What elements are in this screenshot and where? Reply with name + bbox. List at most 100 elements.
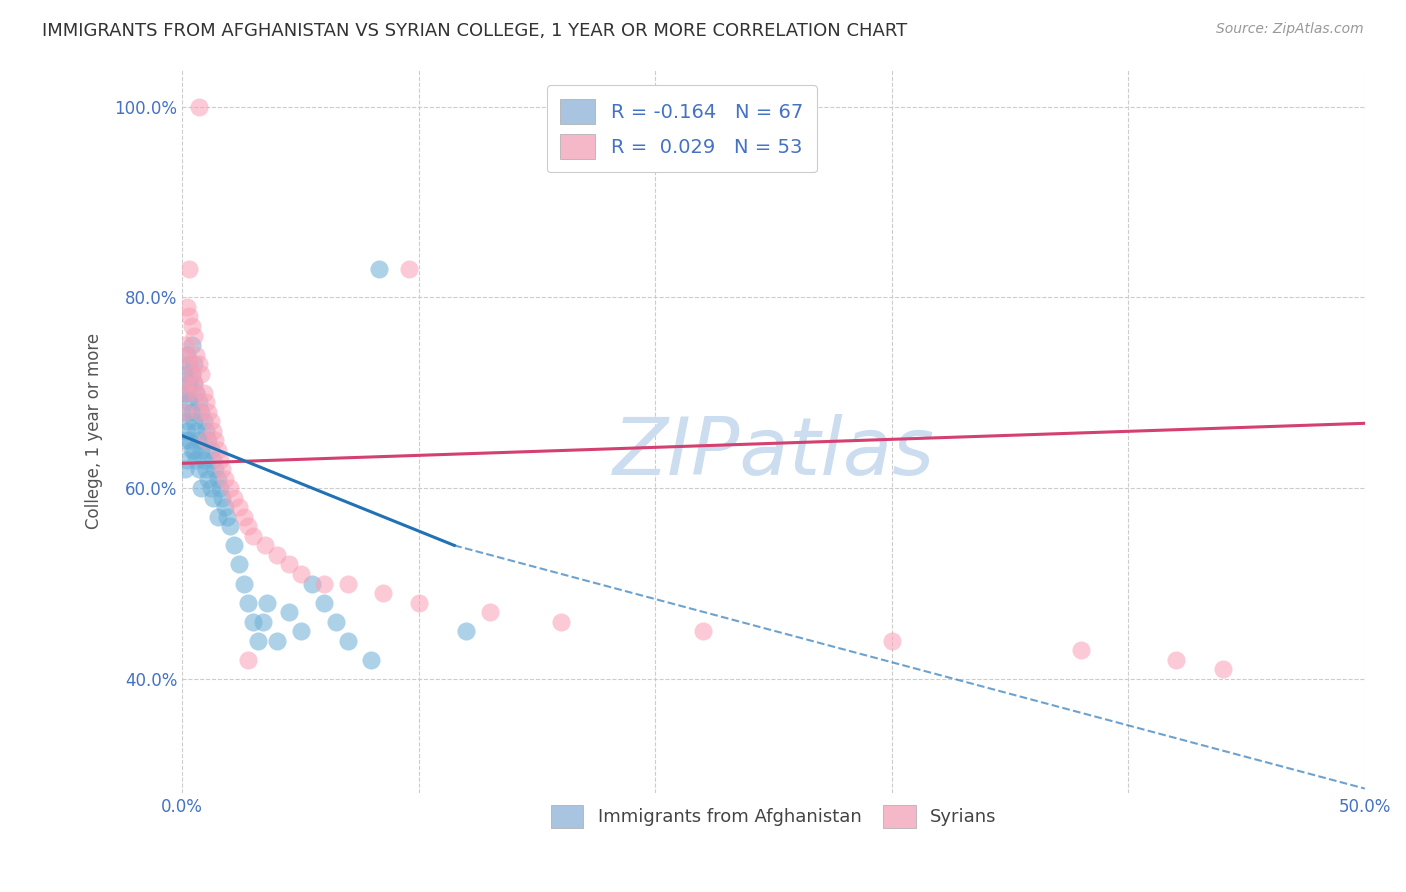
Point (242, 529, 264, 543)
Point (256, 596, 278, 610)
Point (180, 367, 202, 381)
Point (325, 615, 347, 629)
Point (180, 442, 202, 457)
Point (228, 558, 250, 572)
Point (176, 348, 198, 362)
Point (176, 414, 198, 428)
Text: IMMIGRANTS FROM AFGHANISTAN VS SYRIAN COLLEGE, 1 YEAR OR MORE CORRELATION CHART: IMMIGRANTS FROM AFGHANISTAN VS SYRIAN CO… (42, 22, 907, 40)
Point (193, 414, 215, 428)
Point (186, 385, 208, 400)
Point (238, 519, 260, 533)
Point (183, 442, 205, 457)
Point (211, 491, 233, 505)
Point (367, 261, 389, 276)
Point (180, 338, 202, 352)
Point (232, 576, 254, 591)
Point (197, 405, 219, 419)
Point (277, 558, 299, 572)
Point (194, 434, 217, 448)
Point (266, 548, 288, 562)
Point (218, 519, 240, 533)
Point (190, 367, 212, 381)
Point (254, 538, 277, 552)
Point (173, 405, 195, 419)
Point (290, 566, 312, 581)
Point (187, 434, 209, 448)
Point (190, 481, 212, 495)
Point (209, 452, 232, 467)
Point (232, 509, 254, 524)
Point (398, 261, 420, 276)
Point (197, 472, 219, 486)
Point (190, 405, 212, 419)
Point (373, 586, 395, 600)
Point (217, 509, 239, 524)
Point (200, 442, 222, 457)
Point (179, 357, 201, 371)
Point (179, 395, 201, 409)
Point (360, 653, 382, 667)
Point (211, 462, 233, 476)
Point (179, 357, 201, 371)
Point (187, 100, 209, 114)
Point (1212, 662, 1234, 676)
Point (193, 385, 215, 400)
Point (190, 442, 212, 457)
Point (183, 414, 205, 428)
Point (187, 395, 209, 409)
Point (194, 462, 217, 476)
Point (176, 452, 198, 467)
Point (176, 300, 198, 314)
Point (179, 310, 201, 324)
Point (173, 385, 195, 400)
Point (186, 424, 208, 438)
Point (179, 376, 201, 391)
Point (224, 538, 246, 552)
Legend: Immigrants from Afghanistan, Syrians: Immigrants from Afghanistan, Syrians (543, 797, 1004, 835)
Point (200, 481, 222, 495)
Point (176, 348, 198, 362)
Point (290, 624, 312, 639)
Point (880, 633, 903, 648)
Point (202, 491, 225, 505)
Point (183, 357, 205, 371)
Point (214, 500, 236, 515)
Point (197, 434, 219, 448)
Point (454, 624, 477, 639)
Point (224, 491, 246, 505)
Point (200, 414, 222, 428)
Point (207, 509, 229, 524)
Point (176, 385, 198, 400)
Point (202, 424, 225, 438)
Point (242, 615, 264, 629)
Point (187, 357, 209, 371)
Point (314, 576, 336, 591)
Point (238, 653, 260, 667)
Point (314, 596, 336, 610)
Point (173, 462, 195, 476)
Point (179, 261, 201, 276)
Point (301, 576, 323, 591)
Point (194, 424, 217, 438)
Point (187, 462, 209, 476)
Point (173, 367, 195, 381)
Point (204, 462, 226, 476)
Point (692, 624, 714, 639)
Point (187, 405, 209, 419)
Point (214, 472, 236, 486)
Point (193, 452, 215, 467)
Point (1164, 653, 1187, 667)
Point (336, 576, 359, 591)
Point (408, 596, 430, 610)
Point (176, 424, 198, 438)
Point (183, 376, 205, 391)
Point (194, 395, 217, 409)
Point (228, 500, 250, 515)
Point (186, 348, 208, 362)
Point (550, 615, 572, 629)
Point (180, 367, 202, 381)
Point (207, 442, 229, 457)
Text: ZIPatlas: ZIPatlas (613, 414, 935, 491)
Point (277, 605, 299, 619)
Point (179, 434, 201, 448)
